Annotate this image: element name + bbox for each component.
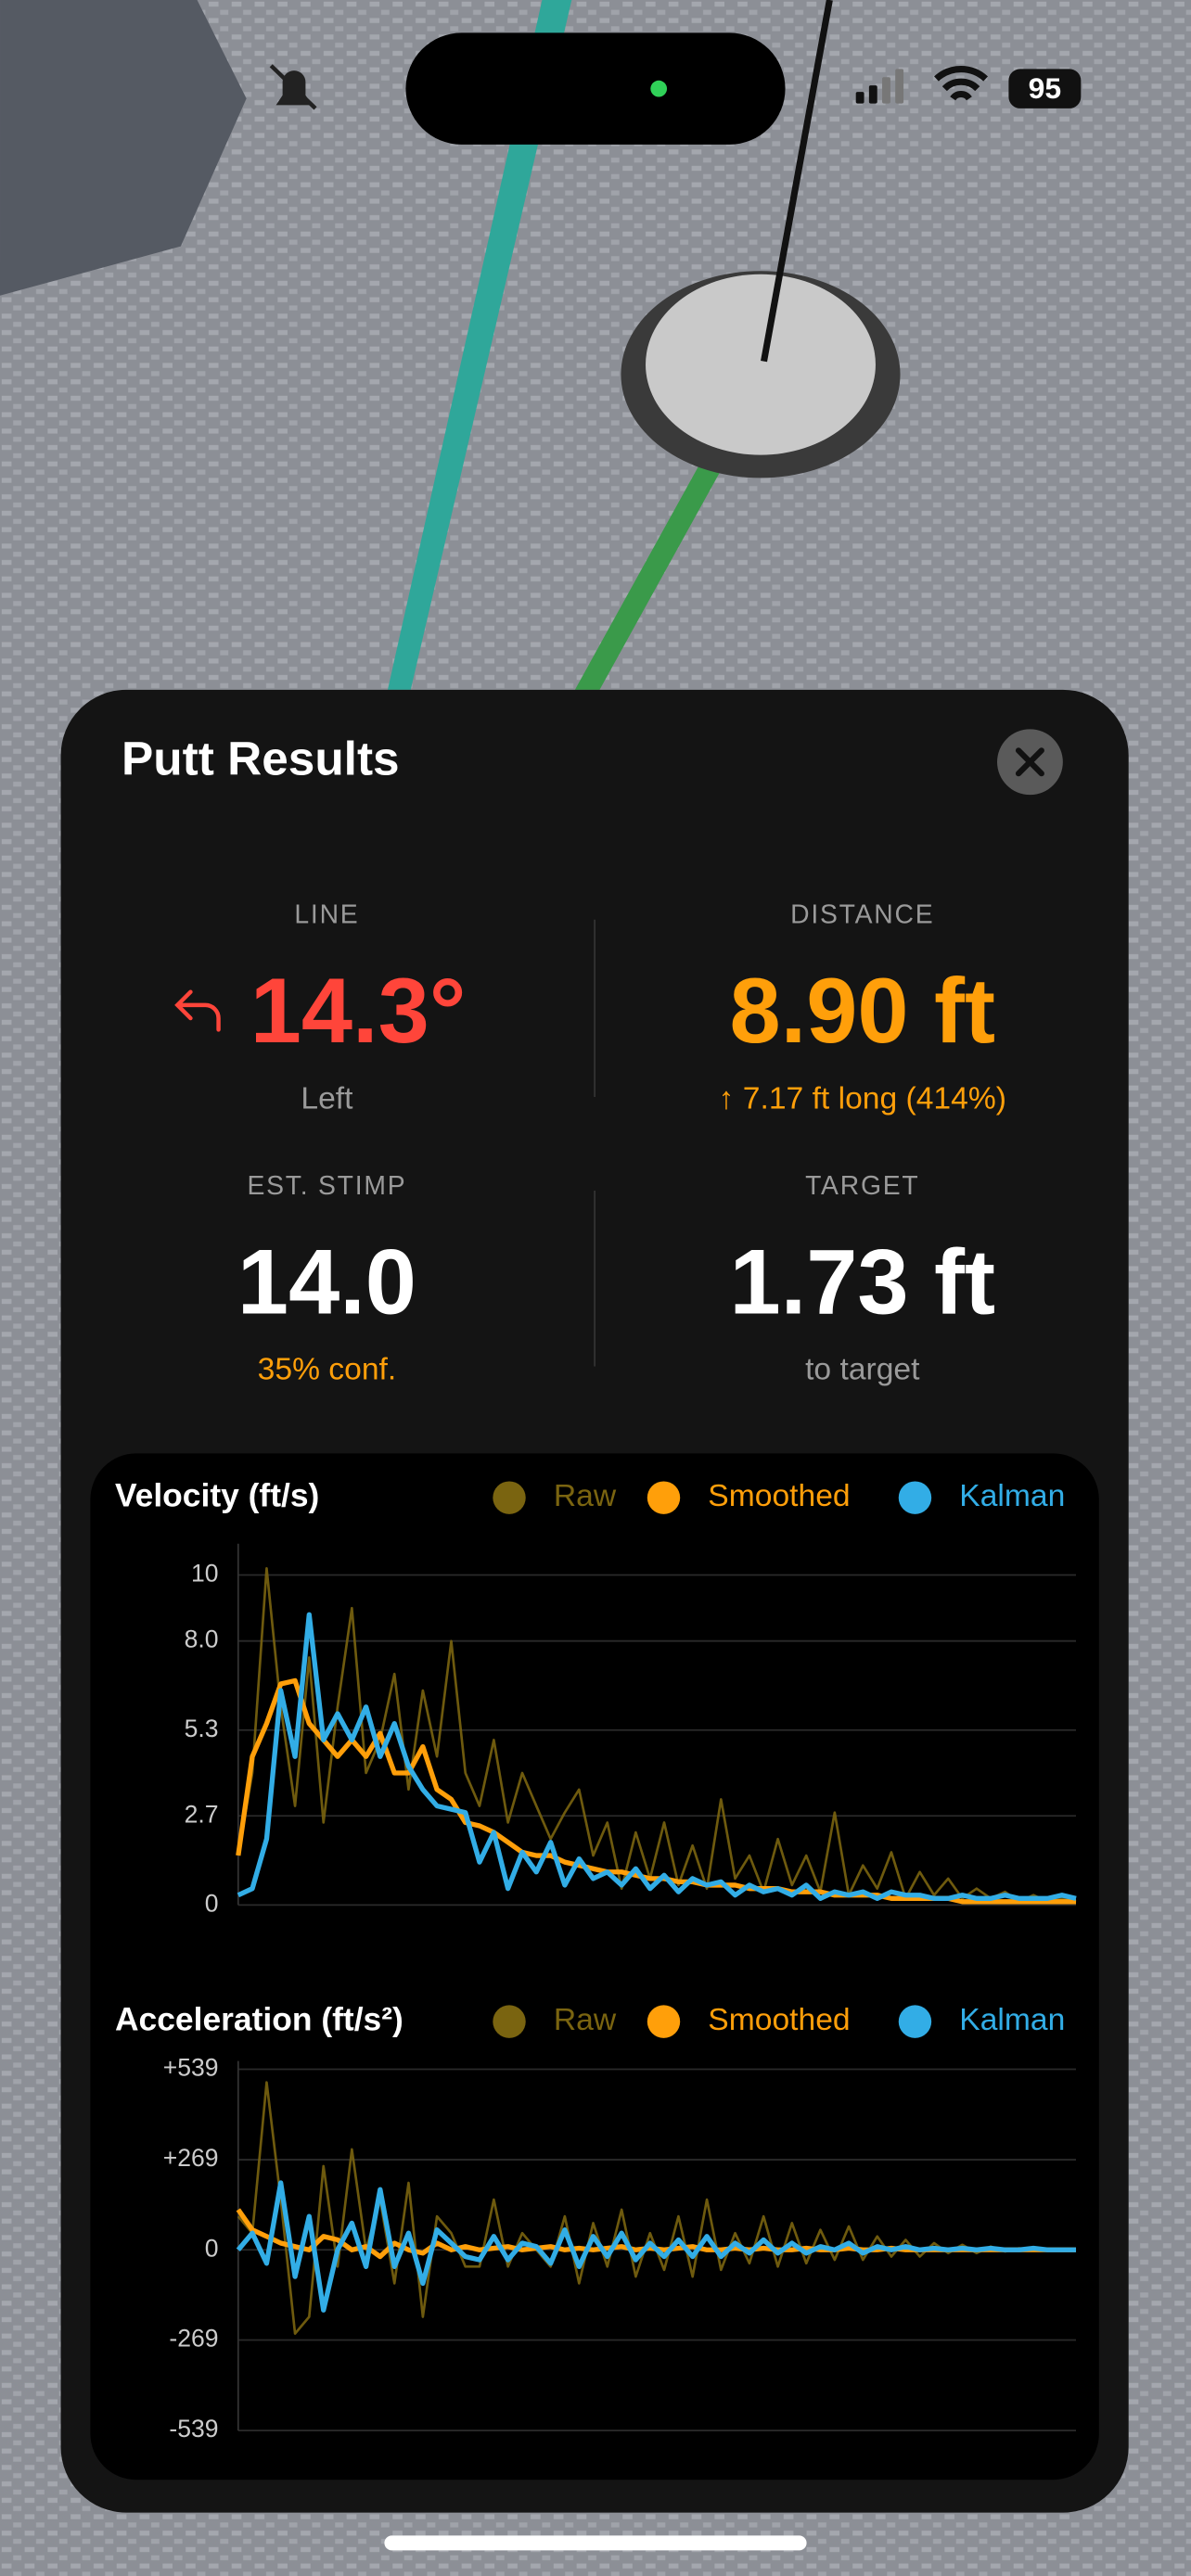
- close-icon: [1015, 747, 1044, 777]
- signal-icon: [855, 69, 904, 104]
- y-tick-label: 2.7: [185, 1800, 219, 1828]
- legend-label: Kalman: [959, 1479, 1065, 1513]
- y-tick-label: 0: [205, 1889, 219, 1917]
- legend-label: Raw: [554, 1479, 617, 1513]
- y-tick-label: +269: [163, 2144, 219, 2172]
- flag-stick: [761, 0, 833, 363]
- silent-slash: [269, 64, 317, 110]
- legend-label: Smoothed: [708, 1479, 850, 1513]
- stat-value: 14.0: [237, 1231, 416, 1333]
- stat-label: TARGET: [805, 1171, 919, 1201]
- stat-value: 1.73 ft: [729, 1231, 995, 1333]
- legend-swatch: [493, 2005, 526, 2038]
- charts-card: [90, 1453, 1099, 2480]
- battery: [1008, 69, 1082, 108]
- y-tick-label: 10: [191, 1560, 219, 1588]
- home-indicator: [384, 2535, 807, 2551]
- legend-swatch: [493, 1481, 526, 1514]
- hole-cup: [646, 274, 876, 455]
- stat-label: EST. STIMP: [247, 1171, 406, 1201]
- y-tick-label: +539: [163, 2053, 219, 2081]
- y-tick-label: 0: [205, 2234, 219, 2262]
- stat-sub: to target: [805, 1353, 920, 1387]
- dynamic-island: [405, 32, 786, 145]
- legend-swatch: [898, 2005, 932, 2038]
- legend-swatch: [898, 1481, 932, 1514]
- stat-value: 8.90 ft: [729, 960, 995, 1063]
- wifi-icon: [934, 66, 989, 101]
- panel-title: Putt Results: [122, 732, 400, 784]
- series-line: [236, 2180, 1077, 2313]
- legend-swatch: [647, 1481, 681, 1514]
- left-arrow-icon: [174, 989, 221, 1032]
- y-tick-label: 5.3: [185, 1715, 219, 1742]
- stat-label: LINE: [294, 900, 359, 930]
- aim-line: [387, 0, 572, 690]
- y-tick-label: -539: [169, 2415, 218, 2442]
- stat-sub: ↑ 7.17 ft long (414%): [719, 1081, 1006, 1116]
- series-line: [237, 1612, 1077, 1901]
- y-tick-label: -269: [169, 2325, 218, 2353]
- stat-sub: Left: [301, 1081, 353, 1116]
- stat-value: 14.3°: [250, 960, 467, 1063]
- stat-sub: 35% conf.: [258, 1353, 397, 1387]
- chart-title: Acceleration (ft/s²): [115, 2000, 403, 2037]
- camera-indicator: [650, 80, 668, 97]
- legend-label: Smoothed: [708, 2003, 850, 2037]
- battery-level: 95: [1029, 71, 1061, 105]
- chart-title: Velocity (ft/s): [115, 1477, 319, 1514]
- legend-label: Kalman: [959, 2003, 1065, 2037]
- stat-label: DISTANCE: [790, 900, 934, 930]
- legend-label: Raw: [554, 2003, 617, 2037]
- y-tick-label: 8.0: [185, 1626, 219, 1653]
- bag: [0, 0, 247, 296]
- legend-swatch: [647, 2005, 681, 2038]
